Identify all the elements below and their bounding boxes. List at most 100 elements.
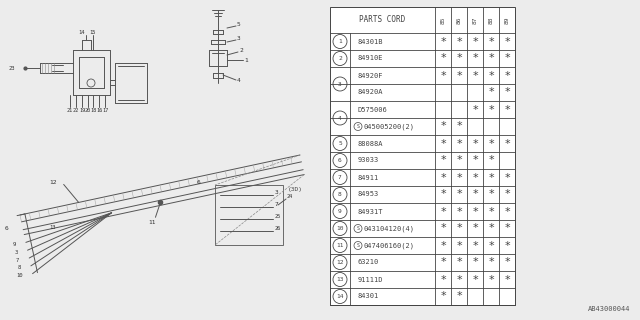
- Text: *: *: [440, 241, 446, 251]
- Text: *: *: [504, 70, 510, 81]
- Text: *: *: [472, 206, 478, 217]
- Text: 88: 88: [488, 16, 493, 24]
- Text: 14: 14: [336, 294, 344, 299]
- Text: *: *: [472, 241, 478, 251]
- Text: 84920A: 84920A: [358, 90, 383, 95]
- Text: *: *: [456, 223, 462, 234]
- Text: 84953: 84953: [358, 191, 380, 197]
- Text: *: *: [488, 241, 494, 251]
- Text: 11: 11: [336, 243, 344, 248]
- Circle shape: [333, 35, 347, 49]
- Text: 5: 5: [338, 141, 342, 146]
- Text: 84911: 84911: [358, 174, 380, 180]
- Text: *: *: [456, 70, 462, 81]
- Text: *: *: [456, 36, 462, 46]
- Text: *: *: [504, 139, 510, 148]
- Text: 2: 2: [239, 49, 243, 53]
- Text: *: *: [504, 172, 510, 182]
- Text: 9: 9: [13, 242, 16, 247]
- Text: *: *: [440, 36, 446, 46]
- Text: *: *: [472, 36, 478, 46]
- Text: 84301B: 84301B: [358, 38, 383, 44]
- Text: 6: 6: [197, 180, 201, 186]
- Text: 4: 4: [237, 78, 241, 84]
- Text: *: *: [488, 53, 494, 63]
- Text: 15: 15: [90, 29, 96, 35]
- Circle shape: [333, 52, 347, 66]
- Text: *: *: [456, 292, 462, 301]
- Text: *: *: [472, 258, 478, 268]
- Text: 84301: 84301: [358, 293, 380, 300]
- Text: S: S: [356, 243, 360, 248]
- Text: 13: 13: [336, 277, 344, 282]
- Text: 13: 13: [49, 225, 56, 230]
- Text: 26: 26: [275, 227, 281, 231]
- Text: S: S: [356, 226, 360, 231]
- Circle shape: [333, 188, 347, 202]
- Text: 1: 1: [244, 58, 248, 62]
- Text: 043104120(4): 043104120(4): [364, 225, 415, 232]
- Text: 12: 12: [49, 180, 57, 185]
- Text: 8: 8: [338, 192, 342, 197]
- Text: *: *: [504, 206, 510, 217]
- Circle shape: [333, 77, 347, 91]
- Text: *: *: [440, 70, 446, 81]
- Bar: [330, 7, 515, 305]
- Text: 84920F: 84920F: [358, 73, 383, 78]
- Text: 1: 1: [338, 39, 342, 44]
- Text: *: *: [440, 156, 446, 165]
- Text: *: *: [440, 189, 446, 199]
- Text: *: *: [504, 189, 510, 199]
- Text: 19: 19: [79, 108, 85, 113]
- Text: 9: 9: [338, 209, 342, 214]
- Text: *: *: [440, 292, 446, 301]
- Text: D575006: D575006: [358, 107, 388, 113]
- Text: 89: 89: [504, 16, 509, 24]
- Text: 3: 3: [275, 190, 279, 196]
- Text: 10: 10: [16, 273, 22, 278]
- Text: *: *: [504, 223, 510, 234]
- Circle shape: [333, 238, 347, 252]
- Text: *: *: [456, 156, 462, 165]
- Text: 87: 87: [472, 16, 477, 24]
- Text: *: *: [456, 139, 462, 148]
- Text: *: *: [504, 105, 510, 115]
- Text: *: *: [504, 36, 510, 46]
- Text: *: *: [488, 139, 494, 148]
- Text: S: S: [356, 124, 360, 129]
- Text: 17: 17: [102, 108, 108, 113]
- Text: *: *: [440, 139, 446, 148]
- Text: *: *: [440, 53, 446, 63]
- Text: *: *: [488, 206, 494, 217]
- Text: 84931T: 84931T: [358, 209, 383, 214]
- Text: *: *: [488, 105, 494, 115]
- Circle shape: [333, 221, 347, 236]
- Circle shape: [333, 137, 347, 150]
- Text: *: *: [504, 258, 510, 268]
- Text: 4: 4: [338, 116, 342, 121]
- Text: 3: 3: [14, 250, 17, 255]
- Text: 10: 10: [336, 226, 344, 231]
- Text: *: *: [472, 223, 478, 234]
- Text: 88088A: 88088A: [358, 140, 383, 147]
- Text: *: *: [488, 156, 494, 165]
- Text: 14: 14: [79, 29, 85, 35]
- Circle shape: [354, 225, 362, 233]
- Text: *: *: [504, 53, 510, 63]
- Text: 6: 6: [4, 226, 8, 231]
- Text: *: *: [472, 189, 478, 199]
- Text: 8: 8: [18, 265, 21, 270]
- Text: 047406160(2): 047406160(2): [364, 242, 415, 249]
- Circle shape: [333, 255, 347, 269]
- Text: *: *: [472, 139, 478, 148]
- Text: 63210: 63210: [358, 260, 380, 266]
- Text: 7: 7: [275, 203, 279, 207]
- Text: *: *: [456, 206, 462, 217]
- Circle shape: [354, 123, 362, 131]
- Bar: [215, 185, 283, 245]
- Text: 24: 24: [287, 195, 293, 199]
- Text: *: *: [472, 105, 478, 115]
- Circle shape: [333, 154, 347, 167]
- Text: 85: 85: [440, 16, 445, 24]
- Text: *: *: [472, 156, 478, 165]
